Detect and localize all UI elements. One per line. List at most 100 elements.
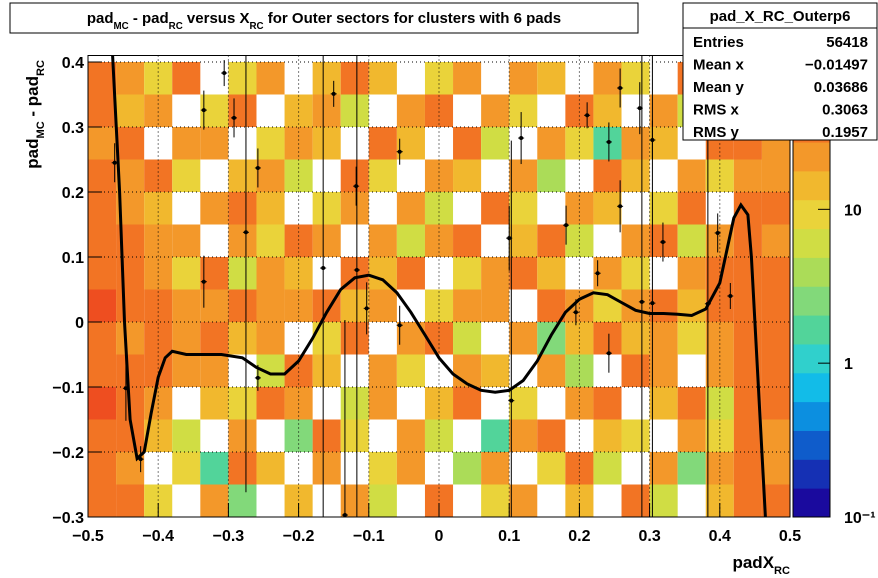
heat-cell bbox=[228, 159, 257, 192]
profile-point bbox=[727, 283, 734, 309]
stats-value: 0.3063 bbox=[822, 102, 868, 119]
y_label: padMC - padRC bbox=[23, 60, 47, 169]
heat-cell bbox=[621, 322, 650, 355]
heat-cell bbox=[116, 354, 145, 387]
profile-point bbox=[200, 90, 207, 130]
heat-cell bbox=[312, 127, 341, 160]
heat-cell bbox=[396, 257, 425, 290]
text-part: for Outer sectors for clusters with 6 pa… bbox=[264, 10, 562, 27]
heat-cell bbox=[621, 159, 650, 192]
heat-cell bbox=[761, 289, 790, 322]
heat-cell bbox=[144, 257, 173, 290]
heat-cell bbox=[537, 62, 566, 95]
heat-cell bbox=[509, 224, 538, 257]
heat-cell bbox=[565, 94, 594, 127]
heat-cell bbox=[537, 419, 566, 452]
x-tick-label: −0.1 bbox=[353, 528, 385, 545]
profile-point bbox=[605, 122, 612, 162]
heat-cell bbox=[88, 387, 117, 420]
text-part: - pad bbox=[129, 10, 169, 27]
marker bbox=[715, 230, 720, 235]
heat-cell bbox=[649, 127, 678, 160]
heat-cell bbox=[116, 322, 145, 355]
heat-cell bbox=[284, 257, 313, 290]
heat-cell bbox=[677, 224, 706, 257]
heat-cell bbox=[453, 354, 482, 387]
marker bbox=[509, 398, 514, 403]
heat-cell bbox=[88, 289, 117, 322]
heat-cell bbox=[256, 257, 285, 290]
heat-cell bbox=[312, 62, 341, 95]
heat-cell bbox=[621, 354, 650, 387]
profile-point bbox=[659, 222, 666, 262]
heat-cell bbox=[368, 127, 397, 160]
heat-cell bbox=[396, 419, 425, 452]
marker bbox=[321, 266, 326, 271]
profile-point bbox=[396, 305, 403, 345]
heat-cell bbox=[593, 419, 622, 452]
marker bbox=[397, 323, 402, 328]
marker bbox=[232, 115, 237, 120]
colorbar-band bbox=[793, 286, 830, 316]
heat-cell bbox=[396, 94, 425, 127]
heat-cell bbox=[537, 224, 566, 257]
heat-cell bbox=[172, 159, 201, 192]
heat-cell bbox=[509, 387, 538, 420]
heat-cell bbox=[424, 62, 454, 95]
y-tick-label: 0.2 bbox=[62, 185, 84, 202]
marker bbox=[650, 138, 655, 142]
heat-cell bbox=[88, 94, 117, 127]
marker bbox=[606, 351, 611, 356]
y-tick-label: −0.1 bbox=[52, 380, 84, 397]
heat-cell bbox=[453, 387, 482, 420]
heat-cell bbox=[200, 354, 229, 387]
heat-cell bbox=[256, 387, 285, 420]
profile-point bbox=[605, 333, 612, 373]
heat-cell bbox=[368, 159, 397, 192]
heat-cell bbox=[733, 484, 762, 517]
heat-cell bbox=[228, 224, 257, 257]
heat-cell bbox=[312, 192, 341, 225]
heat-cell bbox=[453, 322, 482, 355]
heat-cell bbox=[88, 354, 117, 387]
heat-cell bbox=[761, 192, 790, 225]
colorbar-band bbox=[793, 257, 830, 287]
heat-cell bbox=[368, 257, 397, 290]
heat-cell bbox=[509, 484, 538, 517]
colorbar-band bbox=[793, 170, 830, 201]
z-tick-label: 1 bbox=[844, 356, 853, 373]
marker bbox=[364, 306, 369, 311]
heat-cell bbox=[312, 94, 341, 127]
profile-point bbox=[518, 112, 525, 165]
marker bbox=[585, 113, 590, 118]
subscript: MC bbox=[114, 21, 129, 32]
z-tick-label: 10⁻¹ bbox=[844, 510, 876, 527]
heat-cell bbox=[228, 257, 257, 290]
stats-box bbox=[682, 2, 878, 141]
heat-cell bbox=[677, 419, 706, 452]
heat-cell bbox=[537, 354, 566, 387]
x-tick-label: 0.3 bbox=[638, 528, 660, 545]
heat-cell bbox=[228, 452, 257, 485]
heat-cell bbox=[509, 159, 538, 192]
heat-cell bbox=[396, 224, 425, 257]
heat-cell bbox=[481, 484, 510, 517]
subscript: RC bbox=[249, 21, 263, 32]
marker bbox=[201, 279, 206, 284]
heat-cell bbox=[116, 94, 145, 127]
fit-curve bbox=[111, 55, 767, 517]
heat-cell bbox=[481, 452, 510, 485]
heat-cell bbox=[256, 127, 285, 160]
heat-cell bbox=[228, 94, 257, 127]
heat-cell bbox=[509, 257, 538, 290]
marker bbox=[222, 71, 227, 76]
marker bbox=[507, 236, 512, 241]
stats-label: Mean x bbox=[693, 57, 745, 74]
heat-cell bbox=[340, 192, 369, 225]
heat-cell bbox=[453, 224, 482, 257]
heat-cell bbox=[481, 127, 510, 160]
title: padMC - padRC versus XRC for Outer secto… bbox=[87, 10, 561, 32]
heat-cell bbox=[88, 62, 117, 95]
heat-cell bbox=[733, 159, 762, 192]
